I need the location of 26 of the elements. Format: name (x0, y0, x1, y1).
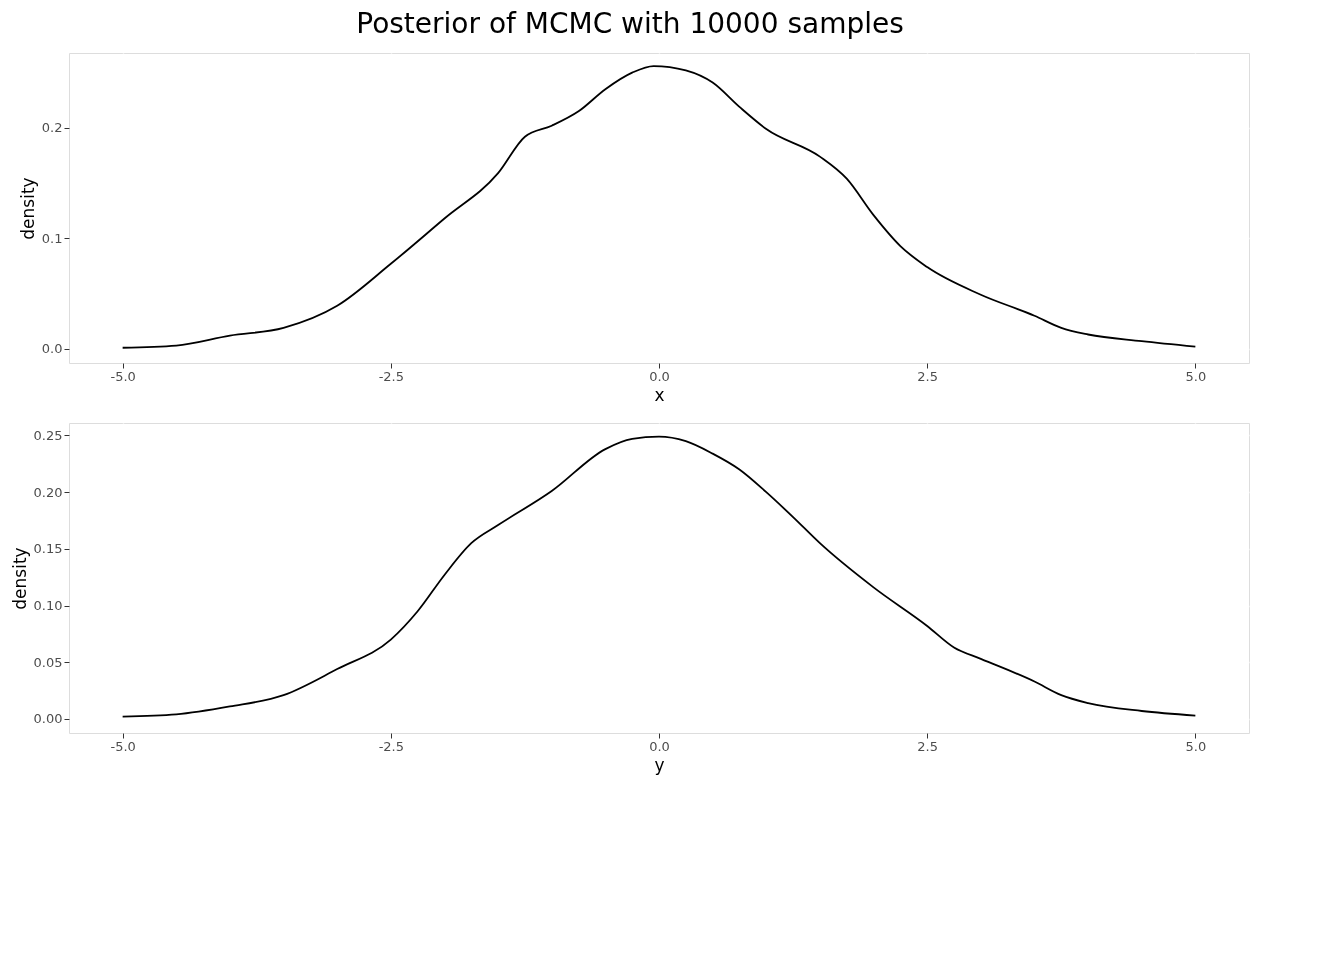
y-axis-title: density (17, 177, 38, 240)
x-tick-label: 5.0 (1185, 738, 1207, 754)
x-tick-label: 2.5 (917, 738, 939, 754)
y-tick-label: 0.0 (41, 341, 63, 357)
x-tick-label: -5.0 (110, 368, 136, 384)
y-tick-label: 0.25 (33, 427, 63, 443)
y-tick-label: 0.15 (33, 541, 63, 557)
chart-title: Posterior of MCMC with 10000 samples (356, 6, 904, 40)
x-axis-title: x (654, 384, 665, 405)
y-tick-label: 0.05 (33, 654, 63, 670)
x-tick-label: 0.0 (649, 368, 670, 384)
x-axis-title: y (654, 754, 665, 775)
x-tick-label: -2.5 (378, 738, 405, 754)
line-series (121, 435, 1197, 718)
y-axis-title: density (9, 547, 30, 610)
y-tick-label: 0.20 (33, 484, 63, 500)
y-tick-label: 0.00 (33, 711, 63, 727)
y-tick-label: 0.1 (41, 230, 63, 246)
y-tick-label: 0.2 (41, 120, 63, 136)
line-series (121, 65, 1197, 349)
y-tick-label: 0.10 (33, 598, 63, 614)
x-tick-label: -2.5 (378, 368, 405, 384)
x-tick-label: -5.0 (110, 738, 136, 754)
x-tick-label: 2.5 (917, 368, 939, 384)
x-tick-label: 5.0 (1185, 368, 1207, 384)
x-tick-label: 0.0 (649, 738, 670, 754)
